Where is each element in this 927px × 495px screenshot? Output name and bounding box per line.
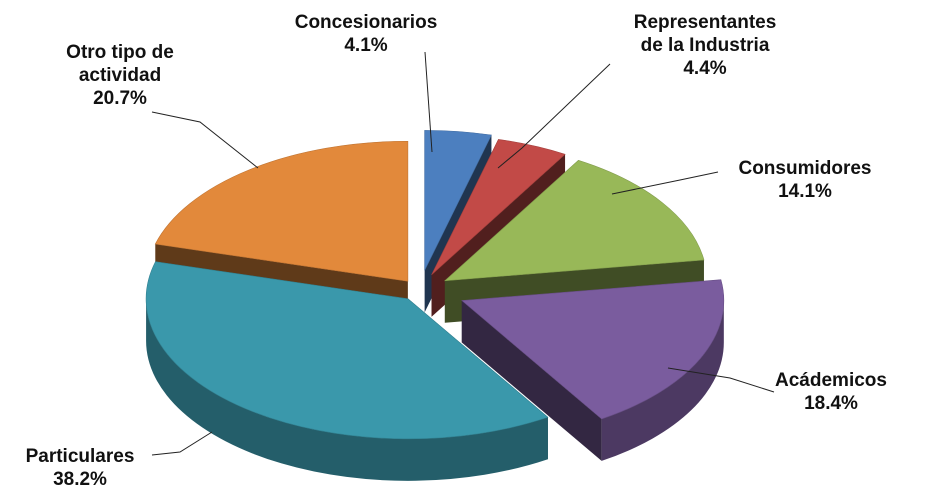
pie-slice-3 — [461, 279, 725, 420]
leader-line-4 — [151, 431, 213, 456]
slice-value-label: 4.4% — [683, 58, 726, 79]
leader-line-2 — [611, 171, 719, 195]
slice-value-label: 4.1% — [344, 35, 387, 56]
slice-label-1: Representantes de la Industria 4.4% — [634, 12, 777, 79]
leader-line-1 — [497, 63, 611, 169]
pie-slice-0 — [424, 130, 492, 271]
slice-name-label: actividad — [79, 65, 161, 86]
slice-label-4: Particulares 38.2% — [26, 446, 135, 490]
slice-labels: Concesionarios 4.1% Representantes de la In… — [26, 12, 887, 490]
pie-slice-2 — [444, 159, 705, 282]
slice-label-5: Otro tipo de actividad 20.7% — [66, 42, 174, 109]
slice-label-3: Acádemicos 18.4% — [775, 370, 887, 414]
slice-name-label: Representantes — [634, 12, 777, 33]
slice-value-label: 14.1% — [778, 181, 832, 202]
slice-name-label: Concesionarios — [295, 12, 438, 33]
slice-name-label: de la Industria — [641, 35, 770, 56]
slice-name-label: Acádemicos — [775, 370, 887, 391]
slice-value-label: 20.7% — [93, 88, 147, 109]
leader-line-0 — [424, 51, 433, 153]
slice-name-label: Consumidores — [738, 158, 871, 179]
slice-name-label: Particulares — [26, 446, 135, 467]
pie-slice-4 — [145, 261, 549, 440]
slice-label-2: Consumidores 14.1% — [738, 158, 871, 202]
slice-outer-wall-4-0 — [146, 298, 548, 481]
pie-slice-1 — [431, 139, 566, 276]
leader-line-3 — [667, 367, 775, 393]
slice-tops — [145, 130, 725, 440]
slice-label-0: Concesionarios 4.1% — [295, 12, 438, 56]
slice-name-label: Otro tipo de — [66, 42, 174, 63]
pie-slice-5 — [154, 140, 409, 282]
slice-wall-3-1 — [461, 300, 602, 461]
leader-line-5 — [151, 111, 259, 169]
slice-value-label: 18.4% — [804, 393, 858, 414]
leader-lines — [151, 51, 775, 456]
slice-outer-wall-3-0 — [601, 300, 724, 461]
slice-value-label: 38.2% — [53, 469, 107, 490]
